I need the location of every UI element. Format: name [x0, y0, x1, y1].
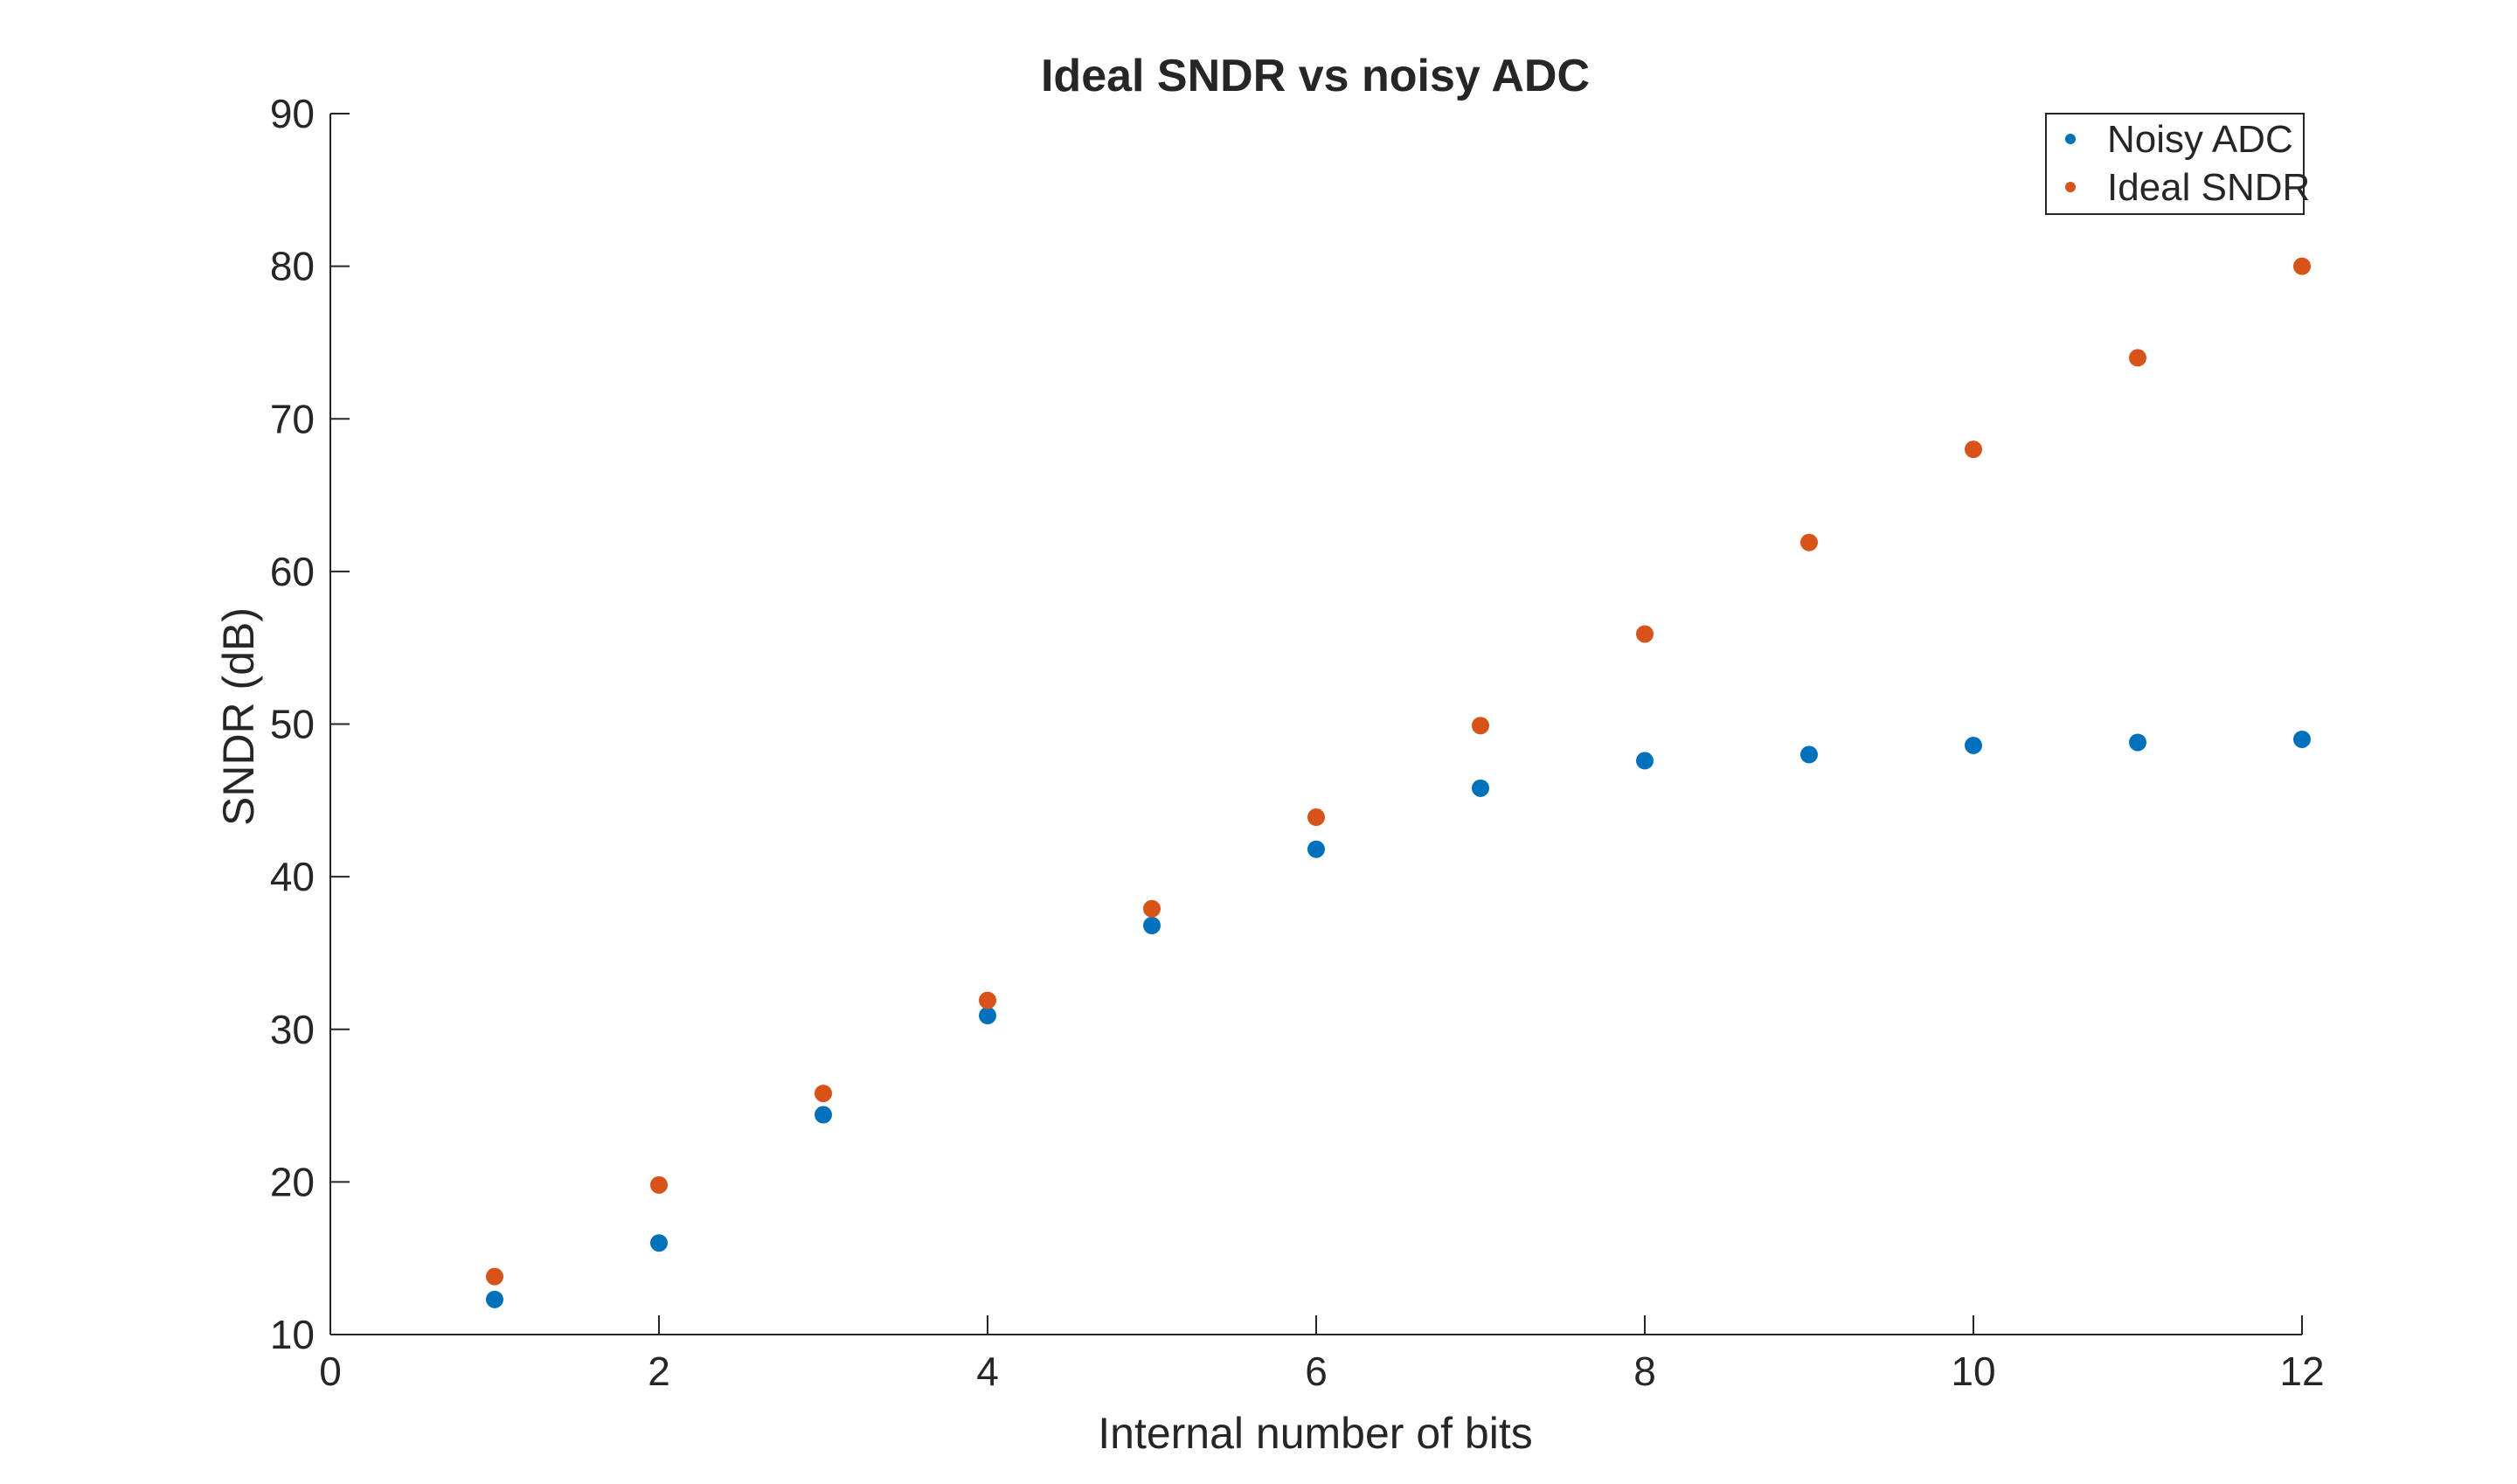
data-point-ideal-sndr — [1800, 533, 1818, 551]
y-tick-label: 30 — [270, 1007, 315, 1052]
x-tick-label: 10 — [1951, 1349, 1995, 1394]
y-tick-label: 90 — [270, 91, 315, 136]
y-tick-label: 40 — [270, 854, 315, 899]
data-point-ideal-sndr — [1143, 899, 1161, 918]
data-points — [486, 257, 2311, 1308]
data-point-noisy-adc — [2293, 730, 2311, 748]
y-tick-label: 70 — [270, 396, 315, 441]
data-point-noisy-adc — [1472, 779, 1489, 797]
legend-box — [2045, 113, 2305, 215]
data-point-ideal-sndr — [650, 1175, 668, 1194]
legend-label: Ideal SNDR — [2107, 166, 2310, 209]
data-point-noisy-adc — [815, 1106, 832, 1124]
x-axis-ticks: 0 2 4 6 8 10 12 — [319, 1315, 2325, 1394]
y-tick-label: 10 — [270, 1312, 315, 1357]
legend: Noisy ADC Ideal SNDR — [2045, 113, 2310, 215]
x-tick-label: 8 — [1633, 1349, 1656, 1394]
legend-marker — [2065, 182, 2076, 192]
y-tick-label: 80 — [270, 244, 315, 289]
x-tick-label: 4 — [976, 1349, 999, 1394]
x-tick-label: 2 — [648, 1349, 670, 1394]
data-point-noisy-adc — [1307, 840, 1325, 858]
legend-label: Noisy ADC — [2107, 118, 2293, 161]
data-point-noisy-adc — [979, 1007, 996, 1025]
x-axis-label: Internal number of bits — [1098, 1409, 1533, 1458]
data-point-noisy-adc — [1143, 917, 1161, 935]
data-point-ideal-sndr — [1472, 717, 1489, 735]
data-point-noisy-adc — [1800, 745, 1818, 764]
data-point-noisy-adc — [650, 1234, 668, 1252]
data-point-ideal-sndr — [979, 991, 996, 1009]
data-point-ideal-sndr — [815, 1085, 832, 1103]
chart-title: Ideal SNDR vs noisy ADC — [1041, 51, 1590, 101]
data-point-ideal-sndr — [1965, 440, 1982, 459]
x-tick-label: 12 — [2279, 1349, 2324, 1394]
data-point-noisy-adc — [1636, 752, 1654, 770]
y-tick-label: 20 — [270, 1159, 315, 1204]
data-point-noisy-adc — [1965, 736, 1982, 754]
y-tick-label: 50 — [270, 702, 315, 747]
y-tick-label: 60 — [270, 549, 315, 594]
x-tick-label: 0 — [319, 1349, 342, 1394]
data-point-ideal-sndr — [2129, 349, 2146, 367]
data-point-ideal-sndr — [1636, 625, 1654, 643]
y-axis-label: SNDR (dB) — [214, 607, 263, 826]
data-point-noisy-adc — [2129, 733, 2146, 752]
legend-marker — [2065, 134, 2076, 144]
data-point-ideal-sndr — [1307, 808, 1325, 827]
data-point-ideal-sndr — [486, 1267, 503, 1286]
y-axis-ticks: 10 20 30 40 50 60 70 80 90 — [270, 91, 350, 1357]
data-point-ideal-sndr — [2293, 257, 2311, 275]
x-tick-label: 6 — [1305, 1349, 1328, 1394]
data-point-noisy-adc — [486, 1290, 503, 1308]
